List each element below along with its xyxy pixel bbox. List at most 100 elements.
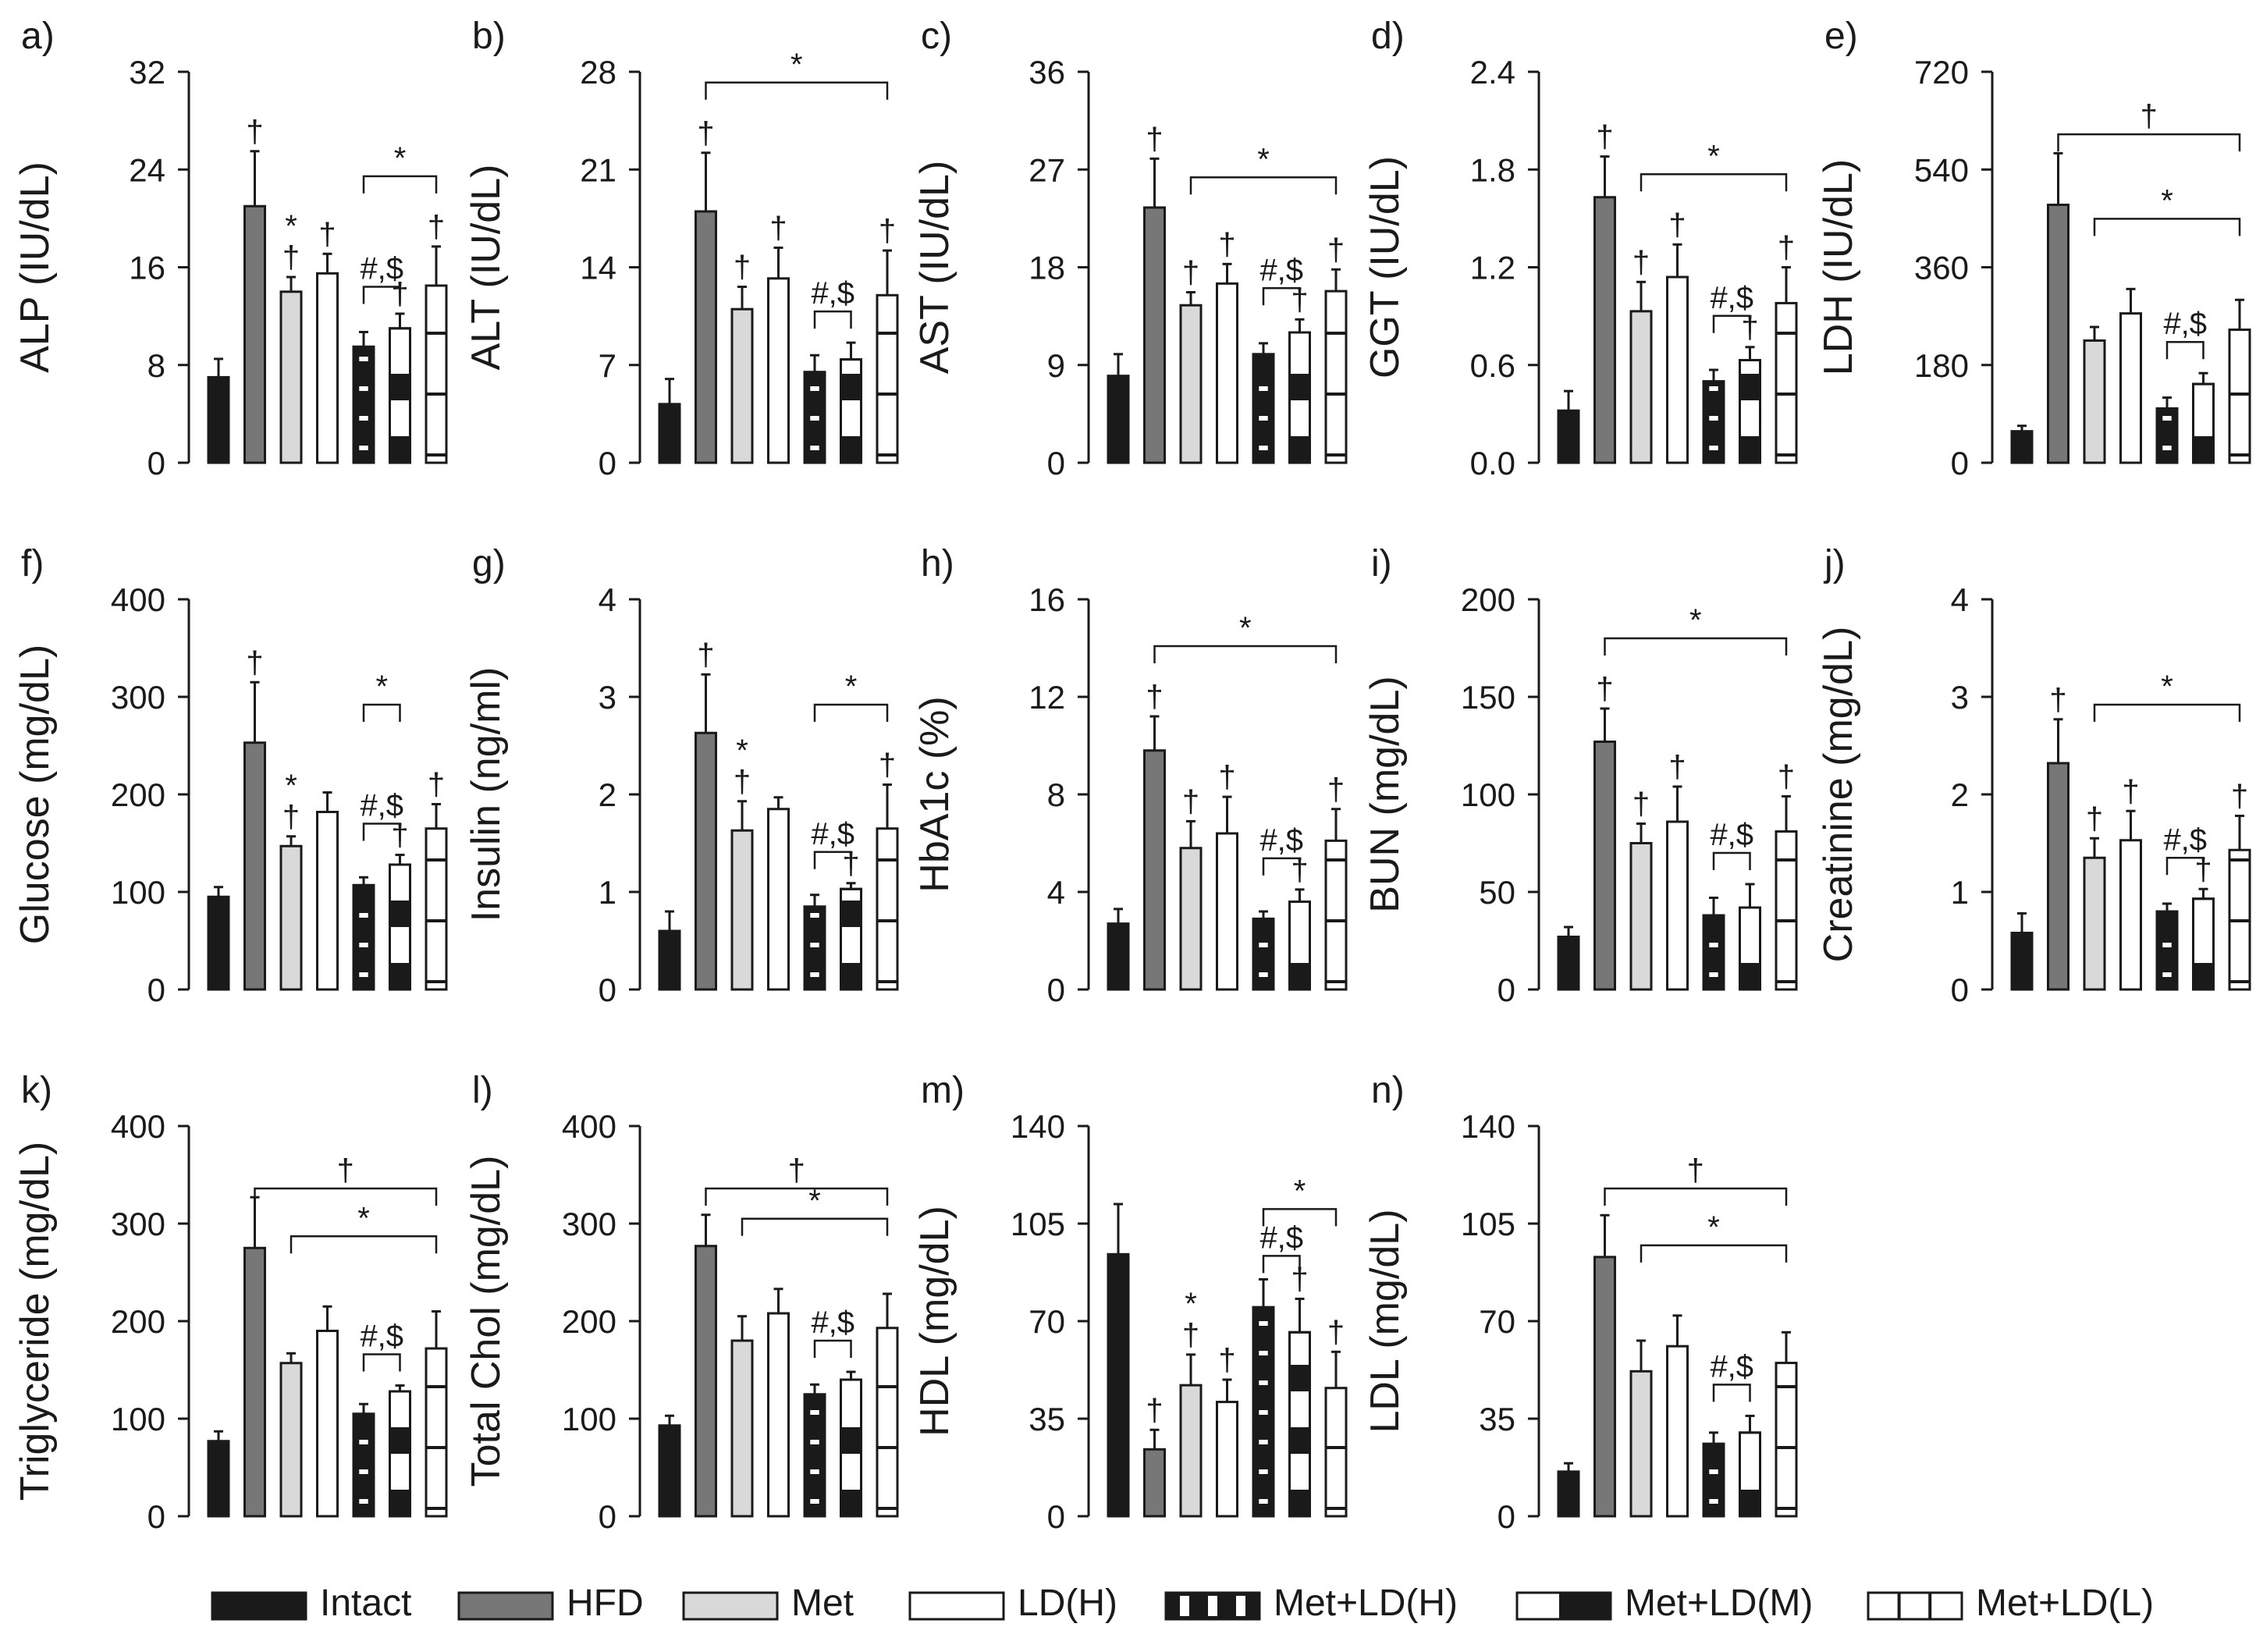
y-tick-label: 140 — [1011, 1108, 1065, 1145]
panel-label: f) — [21, 543, 44, 584]
bar-intact — [1557, 389, 1580, 464]
legend-item-ld-h-: LD(H) — [908, 1583, 1117, 1624]
y-axis-label: AST (IU/dL) — [912, 161, 957, 375]
y-tick-label: 35 — [1029, 1401, 1065, 1437]
bar-met: † — [730, 250, 754, 464]
bar-pattern-dash — [1259, 386, 1268, 391]
significance-bracket: #,$ — [1259, 1220, 1303, 1274]
bar-met-ld-h- — [352, 1402, 375, 1518]
panel-label: j) — [1823, 543, 1846, 584]
bracket-label: † — [788, 1153, 805, 1188]
bar-met-ld-h- — [1252, 910, 1275, 991]
bar-met: † — [1179, 784, 1203, 991]
bar-pattern-dash — [1259, 446, 1268, 450]
bar — [1216, 832, 1238, 991]
bracket-label: #,$ — [811, 276, 854, 311]
significance-marker: † — [428, 768, 445, 802]
y-tick-label: 50 — [1479, 874, 1515, 911]
legend-swatch — [682, 1591, 779, 1621]
bar-hfd — [2047, 151, 2069, 464]
bar — [1593, 741, 1616, 991]
bar-hfd: † — [243, 645, 266, 991]
significance-marker: * — [285, 769, 297, 803]
bar-met-ld-m- — [840, 1370, 862, 1518]
bar — [1629, 842, 1653, 991]
y-tick-label: 4 — [1951, 581, 1969, 618]
bar — [243, 204, 266, 464]
bar — [1557, 936, 1580, 991]
bar-pattern-dash — [2162, 446, 2172, 450]
bar-met-ld-m- — [1739, 883, 1761, 991]
bar-ld-h-: † — [2119, 774, 2142, 991]
significance-marker: † — [879, 214, 896, 248]
bar-ld-h- — [767, 796, 790, 991]
y-tick-label: 400 — [111, 1108, 165, 1145]
y-tick-label: 4 — [599, 581, 616, 618]
bar-hfd: † — [243, 115, 266, 464]
bracket-line — [290, 1235, 438, 1254]
y-tick-label: 400 — [562, 1108, 616, 1145]
bracket-label: * — [357, 1201, 370, 1235]
bracket-line — [1262, 287, 1301, 306]
bar — [1324, 839, 1348, 991]
panel-label: i) — [1371, 543, 1392, 584]
y-axis-label: Triglyceride (mg/dL) — [12, 1142, 58, 1501]
bar — [1666, 820, 1689, 991]
bar-pattern-block — [1739, 374, 1760, 400]
bar-met-ld-l-: † — [1775, 231, 1798, 464]
legend-item-met-ld-h-: Met+LD(H) — [1164, 1583, 1458, 1624]
bar-ld-h-: † — [1666, 208, 1689, 464]
bar — [1252, 917, 1275, 991]
y-tick-label: 2 — [599, 776, 616, 813]
bar-met-ld-l- — [876, 1292, 899, 1518]
significance-bracket: * — [2093, 670, 2241, 722]
bar-pattern-block — [389, 963, 410, 989]
bar-met-ld-h- — [803, 894, 826, 991]
y-tick-label: 180 — [1914, 347, 1969, 384]
bar-intact — [1107, 353, 1130, 464]
bar-pattern-dash — [1709, 943, 1718, 947]
bar — [1216, 1401, 1238, 1518]
bracket-line — [1153, 645, 1338, 663]
bar-pattern-dash — [810, 913, 819, 918]
bar — [316, 1330, 339, 1518]
bar-pattern-block — [389, 374, 410, 400]
legend-label: Intact — [320, 1583, 411, 1624]
bar-intact — [207, 1430, 230, 1518]
bar-met — [1629, 1339, 1653, 1518]
y-tick-label: 8 — [147, 347, 165, 384]
significance-marker: † — [1218, 760, 1235, 794]
bar-intact — [207, 357, 230, 464]
y-axis-label: BUN (mg/dL) — [1362, 676, 1408, 912]
bar — [658, 929, 681, 991]
y-tick-label: 0 — [1951, 445, 1969, 481]
significance-marker: † — [1218, 1343, 1235, 1377]
bar-pattern-dash — [1709, 1499, 1718, 1504]
y-tick-label: 720 — [1914, 54, 1969, 91]
bar — [1557, 1470, 1580, 1518]
bar — [279, 1362, 303, 1518]
legend-item-met-ld-m-: Met+LD(M) — [1515, 1583, 1813, 1624]
bar-intact — [1557, 925, 1580, 991]
significance-bracket: * — [1153, 611, 1338, 663]
significance-bracket: * — [290, 1201, 438, 1254]
bar — [425, 284, 448, 464]
y-tick-label: 0.0 — [1470, 445, 1515, 481]
y-tick-label: 360 — [1914, 250, 1969, 286]
y-tick-label: 3 — [599, 679, 616, 716]
bar-pattern-dash — [2162, 416, 2172, 421]
bracket-line — [705, 81, 889, 100]
y-tick-label: 0 — [1047, 1498, 1065, 1535]
y-tick-label: 70 — [1479, 1303, 1515, 1340]
bar-pattern-block — [1289, 436, 1310, 463]
bar — [2119, 839, 2142, 991]
chart-panel-n: n) 0 35 70 105 140 LDL (mg/dL) †* #,$ — [1362, 1070, 1798, 1535]
bar-hfd: † — [695, 116, 717, 464]
bar-hfd: † — [2047, 683, 2069, 991]
significance-bracket: #,$ — [811, 817, 854, 869]
bar-met-ld-m-: † — [1739, 311, 1761, 464]
bar-pattern-dash — [359, 416, 368, 421]
legend-item-hfd: HFD — [457, 1583, 644, 1624]
